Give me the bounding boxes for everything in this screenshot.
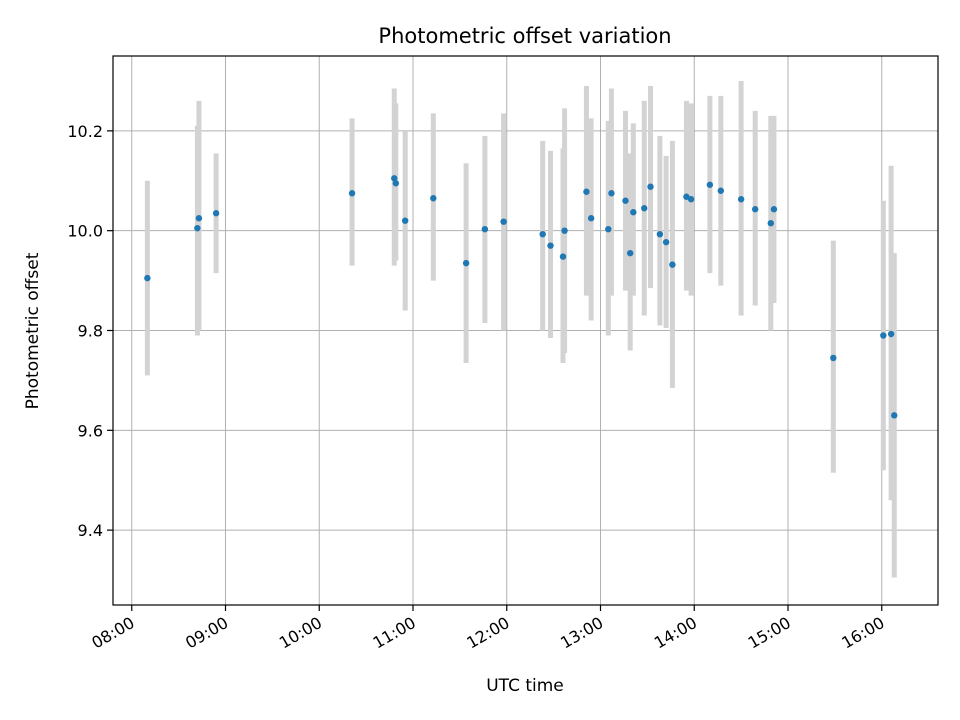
data-point (144, 274, 151, 282)
x-tick-label: 12:00 (463, 613, 512, 653)
y-axis-label: Photometric offset (23, 252, 43, 409)
data-point (647, 183, 654, 190)
data-point (706, 181, 714, 188)
data-point (500, 218, 507, 225)
data-point (401, 217, 409, 224)
data-point (348, 190, 356, 197)
data-point (392, 180, 400, 187)
data-point (656, 230, 664, 238)
data-point (770, 206, 778, 213)
data-point (687, 196, 695, 203)
data-point (539, 230, 546, 238)
data-point (669, 261, 676, 268)
x-tick-label: 15:00 (745, 613, 794, 653)
y-tick-label: 9.6 (78, 421, 103, 440)
x-tick-label: 13:00 (557, 613, 606, 653)
data-point (195, 215, 203, 222)
data-point (641, 205, 648, 212)
y-tick-label: 10.2 (67, 122, 103, 141)
data-point (481, 225, 489, 233)
data-point (547, 242, 554, 249)
data-point (767, 219, 775, 227)
x-axis-ticks: 08:00 09:00 10:00 11:00 12:00 13:00 14:00 15:00… (88, 605, 888, 653)
y-axis-ticks: 9.4 9.6 9.8 10.0 10.2 (67, 122, 113, 540)
data-point (622, 197, 629, 204)
data-point (430, 195, 437, 202)
y-tick-label: 10.0 (67, 222, 103, 241)
data-point (737, 196, 745, 203)
x-tick-label: 11:00 (370, 613, 419, 653)
data-point (626, 249, 634, 257)
data-point (887, 330, 895, 338)
data-point (212, 210, 220, 217)
data-point (662, 238, 670, 246)
data-point (717, 187, 725, 194)
data-point (391, 175, 398, 182)
y-tick-label: 9.8 (78, 322, 103, 341)
x-tick-label: 08:00 (88, 613, 137, 653)
data-point (751, 206, 759, 213)
chart-title: Photometric offset variation (378, 24, 671, 48)
x-tick-label: 09:00 (182, 613, 231, 653)
data-point (830, 354, 837, 362)
data-point (880, 332, 887, 339)
data-point (630, 209, 637, 216)
data-point (891, 412, 898, 419)
y-tick-label: 9.4 (78, 521, 103, 540)
grid (113, 56, 938, 605)
x-tick-label: 16:00 (838, 613, 887, 653)
data-point (583, 188, 590, 195)
data-points (144, 175, 898, 419)
x-tick-label: 14:00 (651, 613, 700, 653)
data-point (561, 227, 568, 234)
data-point (194, 224, 201, 232)
data-point (462, 259, 470, 267)
data-point (587, 215, 595, 222)
error-bars (144, 80, 897, 578)
data-point (608, 190, 615, 197)
data-point (559, 253, 567, 260)
x-tick-label: 10:00 (276, 613, 325, 653)
data-point (683, 193, 690, 200)
x-axis-label: UTC time (486, 676, 564, 696)
data-point (605, 225, 612, 233)
